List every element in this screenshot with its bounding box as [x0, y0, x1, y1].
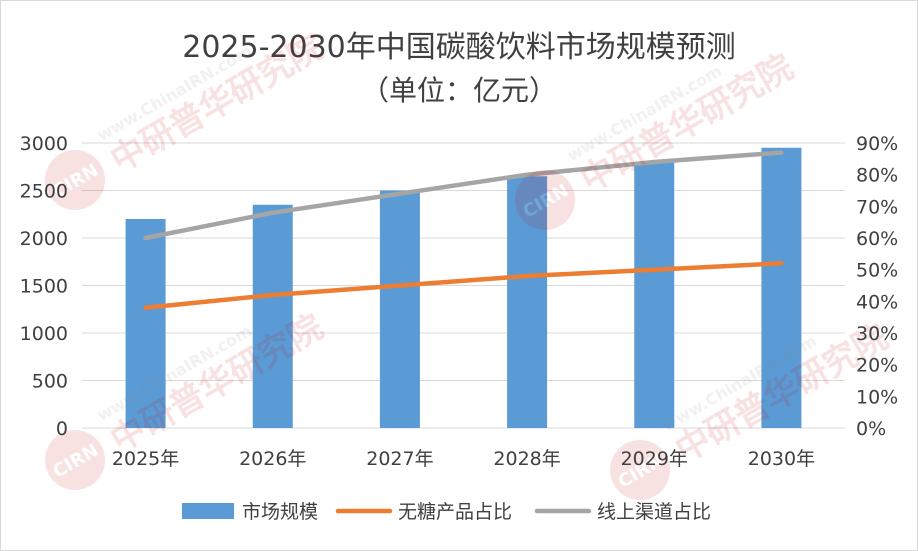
left-tick-label: 2000 — [20, 228, 68, 250]
right-tick-label: 0% — [856, 418, 886, 440]
bar — [252, 204, 293, 428]
legend-label: 无糖产品占比 — [398, 501, 512, 523]
left-tick-label: 1500 — [20, 276, 68, 298]
x-tick-label: 2025年 — [112, 448, 179, 470]
gridlines — [82, 142, 845, 429]
x-axis-ticks: 2025年 2026年 2027年 2028年 2029年 2030年 — [112, 448, 815, 470]
watermark-logo-circle — [515, 170, 575, 230]
right-tick-label: 60% — [856, 228, 898, 250]
chart-subtitle: （单位：亿元） — [361, 74, 557, 107]
right-tick-label: 70% — [856, 196, 898, 218]
x-tick-label: 2026年 — [239, 448, 306, 470]
watermark-logo-circle — [610, 440, 670, 500]
bar-series — [125, 147, 802, 428]
left-tick-label: 2500 — [20, 181, 68, 203]
bar — [761, 147, 802, 428]
left-tick-label: 0 — [56, 418, 68, 440]
left-tick-label: 3000 — [20, 133, 68, 155]
x-tick-label: 2028年 — [493, 448, 560, 470]
right-tick-label: 40% — [856, 291, 898, 313]
bar — [379, 190, 420, 428]
left-tick-label: 1000 — [20, 323, 68, 345]
bar — [634, 162, 675, 428]
right-tick-label: 80% — [856, 165, 898, 187]
bar — [507, 176, 548, 428]
legend-swatch-bar — [182, 503, 234, 519]
right-tick-label: 90% — [856, 133, 898, 155]
right-tick-label: 30% — [856, 323, 898, 345]
right-axis-ticks: 0% 10% 20% 30% 40% 50% 60% 70% 80% 90% — [856, 133, 898, 440]
left-axis-ticks: 0 500 1000 1500 2000 2500 3000 — [20, 133, 68, 440]
legend: 市场规模 无糖产品占比 线上渠道占比 — [182, 501, 711, 523]
line-series — [143, 150, 784, 310]
legend-label: 市场规模 — [242, 501, 318, 523]
x-tick-label: 2027年 — [366, 448, 433, 470]
left-tick-label: 500 — [32, 371, 68, 393]
chart-title: 2025-2030年中国碳酸饮料市场规模预测 — [182, 30, 736, 65]
watermark-logo-circle — [45, 150, 105, 210]
series-line — [143, 261, 784, 310]
bar — [125, 219, 166, 428]
watermark-logo-circle — [45, 430, 105, 490]
x-tick-label: 2030年 — [748, 448, 815, 470]
legend-label: 线上渠道占比 — [597, 501, 711, 523]
x-tick-label: 2029年 — [621, 448, 688, 470]
series-line — [143, 150, 784, 241]
right-tick-label: 20% — [856, 355, 898, 377]
right-tick-label: 10% — [856, 386, 898, 408]
right-tick-label: 50% — [856, 260, 898, 282]
